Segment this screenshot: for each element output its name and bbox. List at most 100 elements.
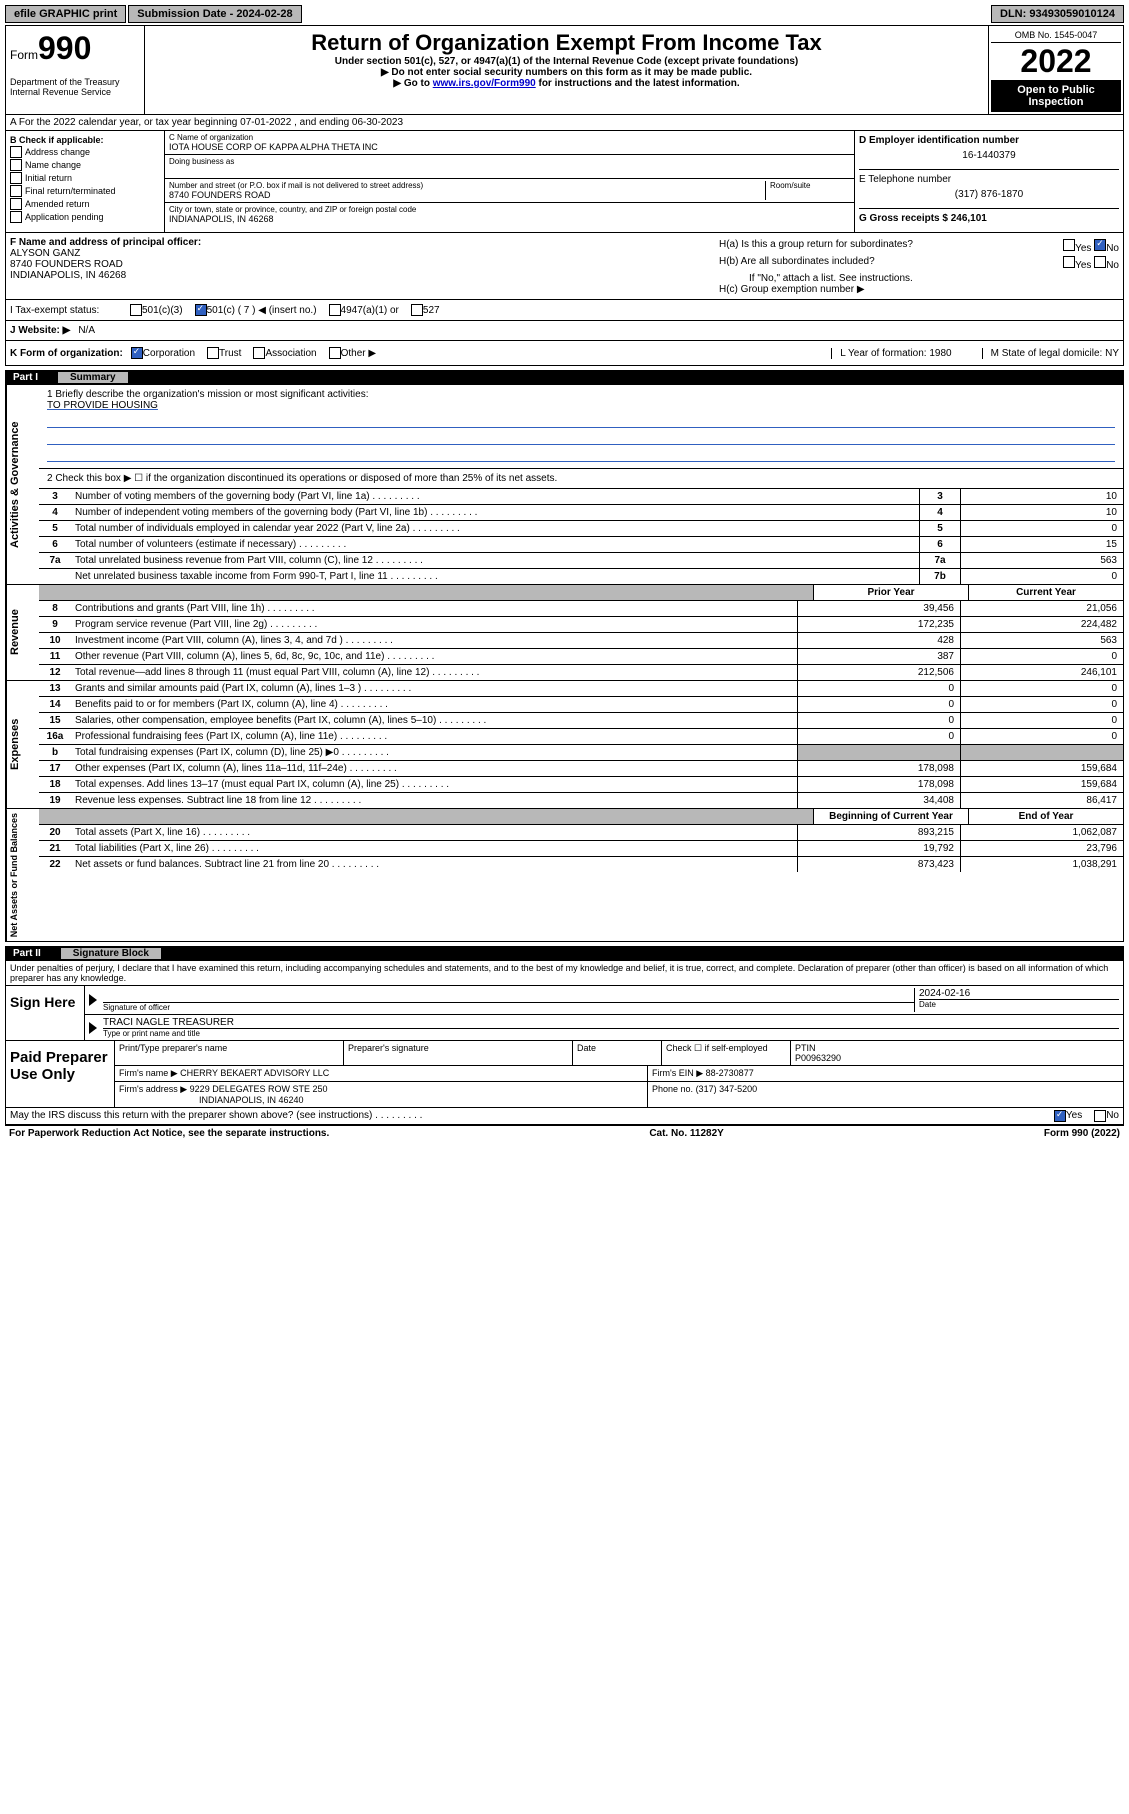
- ptin-cell: PTIN P00963290: [791, 1041, 1123, 1065]
- col-b-checkbox-2[interactable]: [10, 172, 22, 184]
- trust-label: Trust: [219, 348, 241, 359]
- row-num: 16a: [39, 729, 71, 744]
- prior-year-label: Prior Year: [813, 585, 968, 600]
- col-b-label: B Check if applicable:: [10, 135, 160, 145]
- row-val: 563: [960, 553, 1123, 568]
- hb-no-checkbox[interactable]: [1094, 256, 1106, 268]
- row-prior: 212,506: [797, 665, 960, 680]
- gov-vtab: Activities & Governance: [6, 385, 39, 584]
- part1-header: Part I Summary: [5, 370, 1124, 385]
- row-prior: 39,456: [797, 601, 960, 616]
- row-desc: Total number of volunteers (estimate if …: [71, 537, 919, 552]
- firm-ein-value: 88-2730877: [706, 1068, 754, 1078]
- preparer-date-label: Date: [573, 1041, 662, 1065]
- hb-answers: Yes No: [1063, 256, 1119, 271]
- mission-blank3: [47, 447, 1115, 462]
- mission-blank2: [47, 430, 1115, 445]
- row-a-tax-year: A For the 2022 calendar year, or tax yea…: [5, 115, 1124, 131]
- 4947-checkbox[interactable]: [329, 304, 341, 316]
- gov-row-3: 6Total number of volunteers (estimate if…: [39, 537, 1123, 553]
- row-current: 0: [960, 729, 1123, 744]
- hb-note: If "No," attach a list. See instructions…: [719, 273, 1119, 284]
- part2-label: Part II: [13, 948, 41, 959]
- firm-name-cell: Firm's name ▶ CHERRY BEKAERT ADVISORY LL…: [115, 1066, 648, 1081]
- phone-value: (317) 876-1870: [859, 189, 1119, 200]
- firm-addr-cell: Firm's address ▶ 9229 DELEGATES ROW STE …: [115, 1082, 648, 1107]
- efile-button[interactable]: efile GRAPHIC print: [5, 5, 126, 23]
- row-1: 21Total liabilities (Part X, line 26)19,…: [39, 841, 1123, 857]
- rev-header-spacer: [39, 585, 813, 600]
- row-1: 9Program service revenue (Part VIII, lin…: [39, 617, 1123, 633]
- discuss-yes-checkbox[interactable]: [1054, 1110, 1066, 1122]
- ha-yes-checkbox[interactable]: [1063, 239, 1075, 251]
- assoc-label: Association: [265, 348, 316, 359]
- row-current: 246,101: [960, 665, 1123, 680]
- part2-title: Signature Block: [61, 948, 161, 959]
- net-section: Net Assets or Fund Balances Beginning of…: [5, 809, 1124, 942]
- hb-yes-checkbox[interactable]: [1063, 256, 1075, 268]
- row-4: bTotal fundraising expenses (Part IX, co…: [39, 745, 1123, 761]
- rev-content: Prior Year Current Year 8Contributions a…: [39, 585, 1123, 680]
- row-num: 10: [39, 633, 71, 648]
- form-num: 990: [38, 30, 91, 66]
- corp-label: Corporation: [143, 348, 195, 359]
- addr-value: 8740 FOUNDERS ROAD: [169, 190, 765, 200]
- org-name-label: C Name of organization: [169, 133, 850, 142]
- 4947-label: 4947(a)(1) or: [341, 305, 399, 316]
- assoc-checkbox[interactable]: [253, 347, 265, 359]
- 501c-checkbox[interactable]: [195, 304, 207, 316]
- row-desc: Benefits paid to or for members (Part IX…: [71, 697, 797, 712]
- row-num: 12: [39, 665, 71, 680]
- col-b-checkbox-3[interactable]: [10, 185, 22, 197]
- row-current: 86,417: [960, 793, 1123, 808]
- 501c3-checkbox[interactable]: [130, 304, 142, 316]
- 527-checkbox[interactable]: [411, 304, 423, 316]
- ha-answers: Yes No: [1063, 239, 1119, 254]
- row-desc: Other expenses (Part IX, column (A), lin…: [71, 761, 797, 776]
- paid-preparer-label: Paid Preparer Use Only: [6, 1041, 114, 1107]
- submission-date-button[interactable]: Submission Date - 2024-02-28: [128, 5, 301, 23]
- arrow-icon: [89, 1022, 97, 1034]
- discuss-question: May the IRS discuss this return with the…: [10, 1110, 1054, 1122]
- col-b-checkbox-5[interactable]: [10, 211, 22, 223]
- form-title: Return of Organization Exempt From Incom…: [149, 30, 984, 56]
- row-prior: 0: [797, 697, 960, 712]
- firm-phone-label: Phone no.: [652, 1084, 693, 1094]
- row-current: 159,684: [960, 761, 1123, 776]
- hb-no: No: [1106, 260, 1119, 271]
- col-b-opt-0: Address change: [10, 146, 160, 158]
- irs-link[interactable]: www.irs.gov/Form990: [433, 78, 536, 89]
- col-f: F Name and address of principal officer:…: [6, 233, 715, 299]
- paid-preparer-row: Paid Preparer Use Only Print/Type prepar…: [6, 1040, 1123, 1107]
- corp-checkbox[interactable]: [131, 347, 143, 359]
- footer-right: Form 990 (2022): [1044, 1128, 1120, 1139]
- gov-section: Activities & Governance 1 Briefly descri…: [5, 385, 1124, 585]
- gov-content: 1 Briefly describe the organization's mi…: [39, 385, 1123, 584]
- hb-yes: Yes: [1075, 260, 1091, 271]
- col-b-checkbox-4[interactable]: [10, 198, 22, 210]
- gross-receipts: G Gross receipts $ 246,101: [859, 208, 1119, 224]
- row-desc: Professional fundraising fees (Part IX, …: [71, 729, 797, 744]
- part1-label: Part I: [13, 372, 38, 383]
- dept-label: Department of the Treasury Internal Reve…: [10, 77, 140, 97]
- col-b-checkbox-0[interactable]: [10, 146, 22, 158]
- col-b-checkbox-1[interactable]: [10, 159, 22, 171]
- row-2: 10Investment income (Part VIII, column (…: [39, 633, 1123, 649]
- discuss-no-checkbox[interactable]: [1094, 1110, 1106, 1122]
- col-b-opt-2: Initial return: [10, 172, 160, 184]
- row-desc: Program service revenue (Part VIII, line…: [71, 617, 797, 632]
- ha-no-checkbox[interactable]: [1094, 239, 1106, 251]
- row-num: 9: [39, 617, 71, 632]
- row-val: 15: [960, 537, 1123, 552]
- other-checkbox[interactable]: [329, 347, 341, 359]
- sig-type-label: Type or print name and title: [103, 1028, 1119, 1038]
- other-label: Other ▶: [341, 348, 376, 359]
- row-desc: Total unrelated business revenue from Pa…: [71, 553, 919, 568]
- arrow-icon: [89, 994, 97, 1006]
- hc-label: H(c) Group exemption number ▶: [719, 284, 1119, 295]
- paid-preparer-content: Print/Type preparer's name Preparer's si…: [114, 1041, 1123, 1107]
- col-b-opt-label-4: Amended return: [25, 199, 90, 209]
- room-label: Room/suite: [770, 181, 850, 190]
- row-val: 10: [960, 505, 1123, 520]
- trust-checkbox[interactable]: [207, 347, 219, 359]
